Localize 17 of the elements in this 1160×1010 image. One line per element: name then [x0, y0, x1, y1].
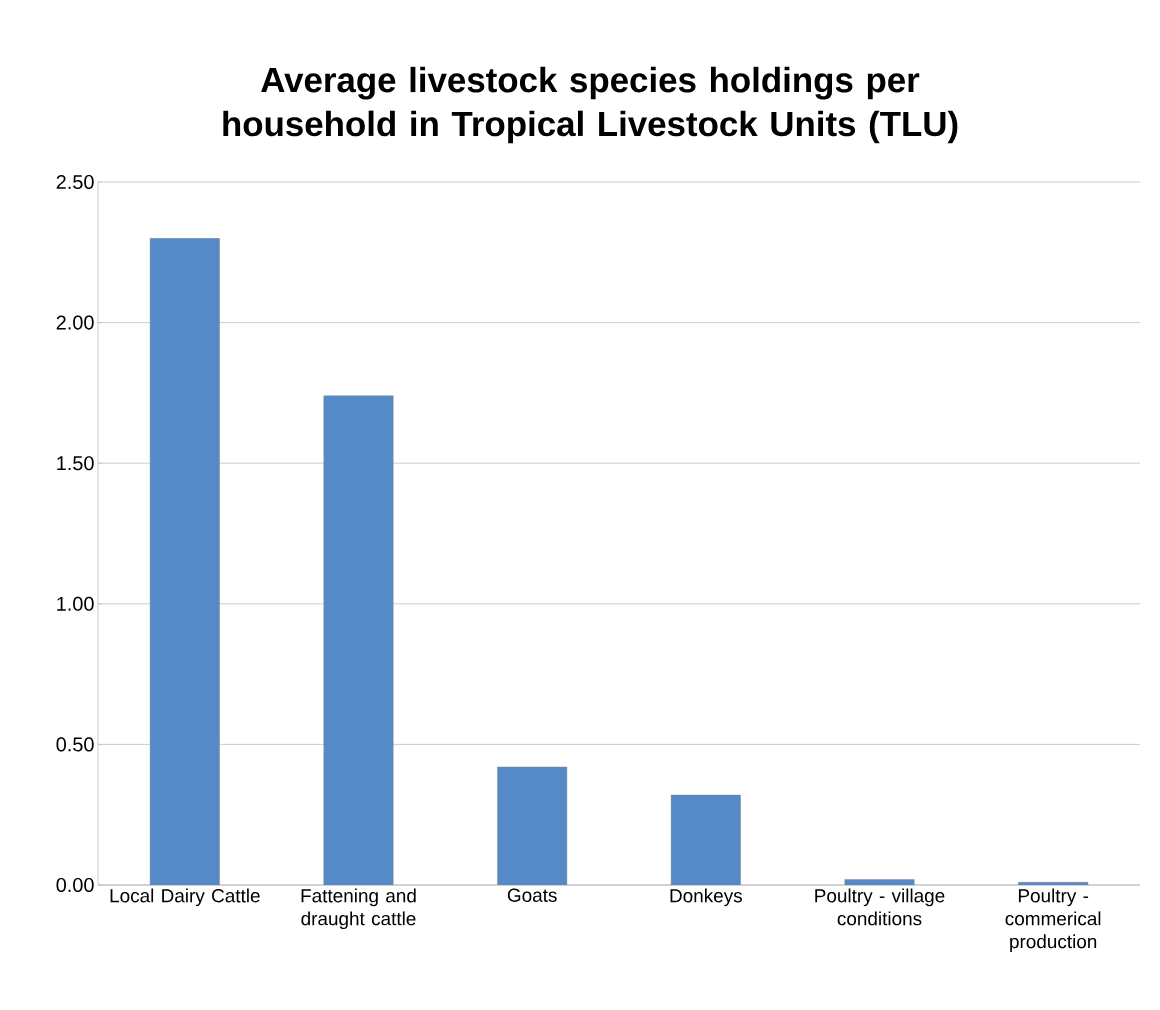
y-tick-label: 0.50 [56, 737, 94, 752]
y-tick-label: 2.00 [56, 315, 94, 330]
y-tick-label: 1.50 [57, 456, 94, 471]
x-tick-label: Poultry - commerical production [1005, 888, 1101, 952]
bar [323, 395, 394, 885]
bar [670, 794, 741, 885]
y-tick-label: 0.00 [56, 877, 94, 893]
chart-title: Average livestock species holdings per household in Tropical Livestock Units (TLU) [223, 66, 958, 144]
x-tick-label: Donkeys [670, 888, 742, 907]
x-tick-label: Fattening and draught cattle [301, 888, 416, 930]
x-tick-label: Local Dairy Cattle [110, 888, 260, 907]
x-tick-label: Goats [507, 888, 557, 902]
y-tick-label: 2.50 [56, 174, 94, 190]
y-tick-label: 1.00 [57, 596, 94, 611]
bar [497, 766, 568, 885]
bar [149, 238, 220, 885]
x-tick-label: Poultry - village conditions [815, 888, 945, 926]
